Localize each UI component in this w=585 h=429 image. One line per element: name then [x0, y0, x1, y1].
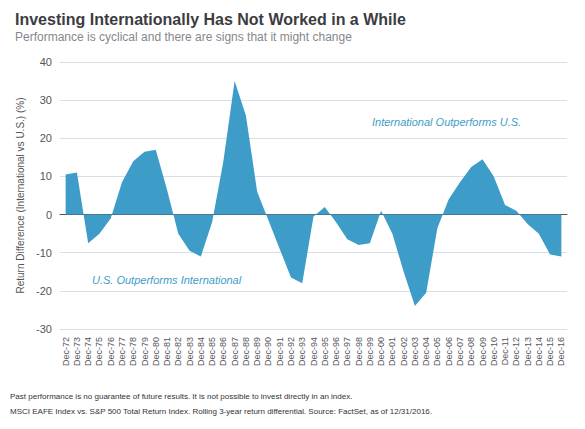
svg-text:0: 0 [46, 209, 52, 221]
svg-text:Dec-87: Dec-87 [230, 337, 240, 366]
svg-text:Dec-15: Dec-15 [545, 337, 555, 366]
svg-text:Performance is cyclical and th: Performance is cyclical and there are si… [15, 30, 352, 44]
svg-text:Dec-08: Dec-08 [466, 337, 476, 366]
svg-text:Dec-91: Dec-91 [275, 337, 285, 366]
svg-text:Dec-13: Dec-13 [523, 337, 533, 366]
svg-text:Dec-05: Dec-05 [432, 337, 442, 366]
svg-text:Dec-78: Dec-78 [128, 337, 138, 366]
svg-text:Dec-89: Dec-89 [252, 337, 262, 366]
svg-text:Dec-92: Dec-92 [286, 337, 296, 366]
svg-text:Dec-84: Dec-84 [196, 337, 206, 366]
svg-text:Dec-98: Dec-98 [354, 337, 364, 366]
svg-text:Dec-11: Dec-11 [500, 337, 510, 365]
svg-text:Dec-90: Dec-90 [263, 337, 273, 366]
svg-text:Dec-16: Dec-16 [556, 337, 566, 366]
svg-text:Dec-73: Dec-73 [72, 337, 82, 366]
svg-text:Dec-09: Dec-09 [478, 337, 488, 366]
svg-text:40: 40 [40, 56, 52, 68]
svg-text:Dec-12: Dec-12 [511, 337, 521, 366]
svg-text:Dec-06: Dec-06 [444, 337, 454, 366]
svg-text:-20: -20 [36, 285, 52, 297]
svg-text:10: 10 [40, 170, 52, 182]
svg-text:Dec-01: Dec-01 [387, 337, 397, 366]
svg-text:Dec-80: Dec-80 [151, 337, 161, 366]
svg-text:Investing Internationally Has: Investing Internationally Has Not Worked… [15, 11, 406, 28]
svg-text:Dec-79: Dec-79 [140, 337, 150, 366]
svg-text:Dec-03: Dec-03 [410, 337, 420, 366]
svg-text:Dec-77: Dec-77 [117, 337, 127, 366]
svg-text:Dec-86: Dec-86 [218, 337, 228, 366]
svg-text:Dec-95: Dec-95 [320, 337, 330, 366]
svg-text:20: 20 [40, 132, 52, 144]
svg-text:Dec-10: Dec-10 [489, 337, 499, 366]
svg-text:U.S. Outperforms International: U.S. Outperforms International [92, 274, 242, 286]
svg-text:-10: -10 [36, 247, 52, 259]
svg-text:Dec-93: Dec-93 [297, 337, 307, 366]
svg-text:Dec-83: Dec-83 [185, 337, 195, 366]
svg-text:Dec-85: Dec-85 [207, 337, 217, 366]
svg-text:Dec-02: Dec-02 [399, 337, 409, 366]
svg-text:Past performance is no guarant: Past performance is no guarantee of futu… [10, 392, 352, 401]
svg-text:Dec-72: Dec-72 [61, 337, 71, 366]
svg-text:Dec-04: Dec-04 [421, 337, 431, 366]
svg-text:30: 30 [40, 94, 52, 106]
svg-text:MSCI EAFE Index vs. S&P 500 To: MSCI EAFE Index vs. S&P 500 Total Return… [10, 407, 432, 416]
svg-text:Dec-99: Dec-99 [365, 337, 375, 366]
svg-text:Dec-88: Dec-88 [241, 337, 251, 366]
svg-text:Dec-76: Dec-76 [106, 337, 116, 366]
svg-text:Return Difference (Internation: Return Difference (International vs U.S.… [15, 97, 26, 293]
svg-text:-30: -30 [36, 323, 52, 335]
svg-text:International Outperforms U.S.: International Outperforms U.S. [372, 116, 521, 128]
svg-text:Dec-82: Dec-82 [173, 337, 183, 366]
svg-text:Dec-81: Dec-81 [162, 337, 172, 366]
svg-text:Dec-94: Dec-94 [309, 337, 319, 366]
svg-text:Dec-14: Dec-14 [534, 337, 544, 366]
svg-text:Dec-75: Dec-75 [94, 337, 104, 366]
svg-text:Dec-00: Dec-00 [376, 337, 386, 366]
svg-text:Dec-96: Dec-96 [331, 337, 341, 366]
svg-text:Dec-07: Dec-07 [455, 337, 465, 366]
svg-text:Dec-97: Dec-97 [342, 337, 352, 366]
svg-text:Dec-74: Dec-74 [83, 337, 93, 366]
